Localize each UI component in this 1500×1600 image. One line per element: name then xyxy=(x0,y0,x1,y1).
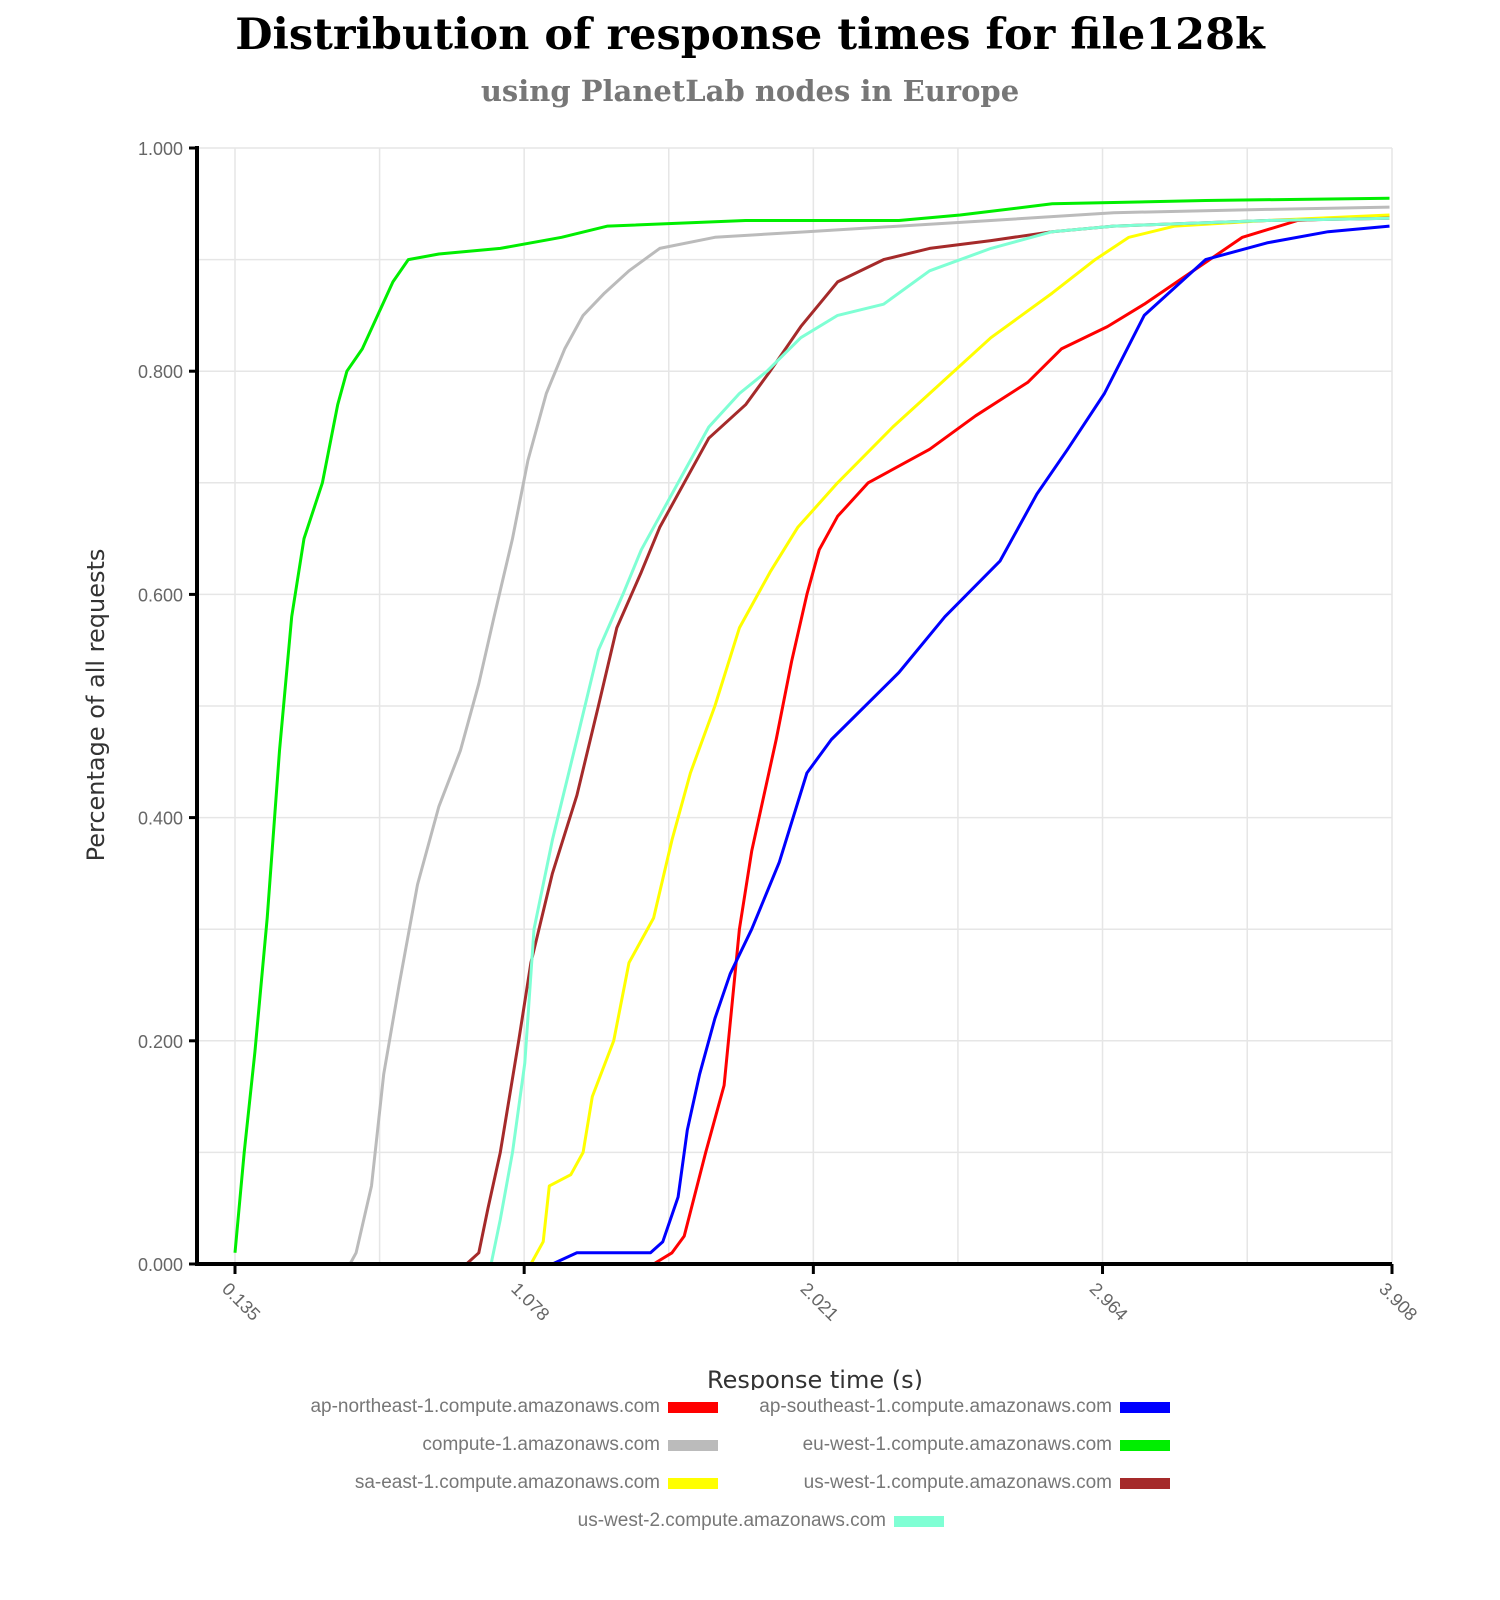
gridlines xyxy=(197,147,1393,1265)
legend-label: us-west-2.compute.amazonaws.com xyxy=(577,1510,886,1531)
series-line-2 xyxy=(551,224,1390,1266)
y-tick-label: 0.000 xyxy=(138,1255,183,1275)
legend-swatch xyxy=(668,1401,718,1413)
series-line-7 xyxy=(489,216,1390,1265)
legend-row: ap-northeast-1.compute.amazonaws.com ap-s… xyxy=(0,1395,1500,1419)
y-axis-label: Percentage of all requests xyxy=(82,549,110,862)
series-line-5 xyxy=(529,213,1390,1265)
series-line-3 xyxy=(348,205,1390,1265)
x-tick-label: 2.964 xyxy=(1086,1279,1132,1325)
legend-swatch xyxy=(894,1515,944,1527)
legend-item[interactable]: us-west-2.compute.amazonaws.com xyxy=(524,1509,976,1533)
legend-label: ap-northeast-1.compute.amazonaws.com xyxy=(310,1396,660,1417)
y-tick-label: 0.800 xyxy=(138,362,183,382)
legend-row: compute-1.amazonaws.com eu-west-1.compute… xyxy=(0,1433,1500,1457)
y-tick-label: 1.000 xyxy=(138,139,183,159)
x-tick-label: 1.078 xyxy=(507,1279,553,1325)
x-tick-label: 0.135 xyxy=(218,1279,264,1325)
series-line-6 xyxy=(465,216,1390,1266)
x-axis-label: Response time (s) xyxy=(707,1366,923,1390)
legend-swatch xyxy=(668,1477,718,1489)
line-chart: 0.000 0.200 0.400 0.600 0.800 1.000 0.135 1.078… xyxy=(82,139,1421,1390)
y-tick-label: 0.400 xyxy=(138,809,183,829)
legend-item[interactable]: us-west-1.compute.amazonaws.com xyxy=(750,1471,1202,1495)
legend-item[interactable]: ap-southeast-1.compute.amazonaws.com xyxy=(750,1395,1202,1419)
legend-label: eu-west-1.compute.amazonaws.com xyxy=(802,1434,1112,1455)
legend-label: sa-east-1.compute.amazonaws.com xyxy=(354,1472,660,1493)
y-tick-label: 0.600 xyxy=(138,585,183,605)
legend-label: ap-southeast-1.compute.amazonaws.com xyxy=(759,1396,1112,1417)
legend-swatch xyxy=(1120,1439,1170,1451)
legend-item[interactable]: ap-northeast-1.compute.amazonaws.com xyxy=(298,1395,750,1419)
legend: ap-northeast-1.compute.amazonaws.com ap-s… xyxy=(0,1395,1500,1547)
legend-item[interactable]: eu-west-1.compute.amazonaws.com xyxy=(750,1433,1202,1457)
legend-label: us-west-1.compute.amazonaws.com xyxy=(803,1472,1112,1493)
legend-item[interactable]: sa-east-1.compute.amazonaws.com xyxy=(298,1471,750,1495)
x-tick-label: 3.908 xyxy=(1375,1279,1421,1325)
x-tick-label: 2.021 xyxy=(797,1279,843,1325)
axes xyxy=(189,146,1394,1274)
legend-row: us-west-2.compute.amazonaws.com xyxy=(0,1509,1500,1533)
series-lines xyxy=(233,196,1390,1266)
legend-swatch xyxy=(1120,1477,1170,1489)
legend-row: sa-east-1.compute.amazonaws.com us-west-1… xyxy=(0,1471,1500,1495)
legend-swatch xyxy=(668,1439,718,1451)
y-tick-label: 0.200 xyxy=(138,1032,183,1052)
legend-swatch xyxy=(1120,1401,1170,1413)
legend-item[interactable]: compute-1.amazonaws.com xyxy=(298,1433,750,1457)
series-line-4 xyxy=(233,196,1390,1253)
chart-subtitle: using PlanetLab nodes in Europe xyxy=(480,74,1020,108)
legend-label: compute-1.amazonaws.com xyxy=(422,1434,660,1455)
chart-title: Distribution of response times for file1… xyxy=(235,10,1265,60)
tick-labels: 0.000 0.200 0.400 0.600 0.800 1.000 0.135 1.078… xyxy=(138,139,1421,1325)
